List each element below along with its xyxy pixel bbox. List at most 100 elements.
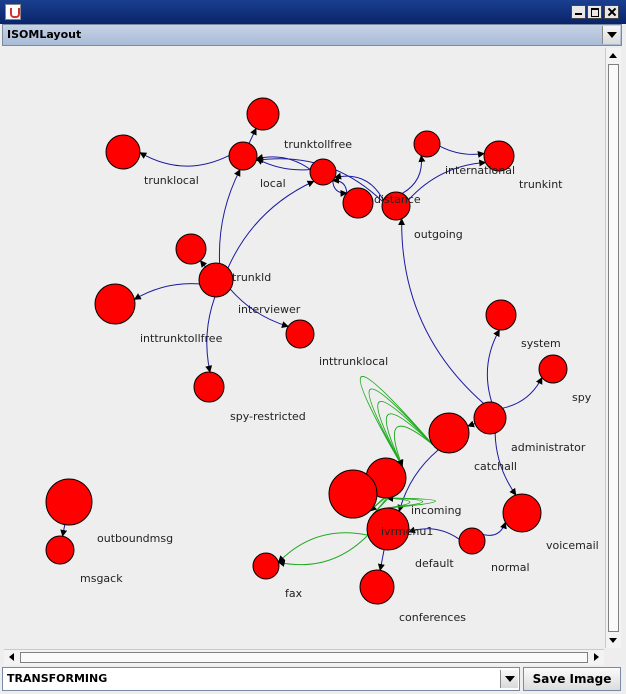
node-label-interviewer: interviewer	[238, 303, 301, 316]
graph-node-spy_restricted[interactable]	[193, 371, 225, 403]
graph-edge-ivrmenu1-to-incoming-2	[386, 494, 436, 509]
scroll-left-icon[interactable]	[4, 650, 19, 665]
graph-node-ivrmenu1[interactable]	[366, 507, 410, 551]
graph-node-normal[interactable]	[458, 527, 486, 555]
graph-edge-trunkld_small-to-international	[408, 159, 487, 201]
graph-edge-outboundmsg-to-msgack	[60, 524, 68, 537]
node-label-incoming: incoming	[411, 504, 462, 517]
graph-node-big_left[interactable]	[328, 469, 378, 519]
node-label-fax: fax	[285, 587, 303, 600]
node-label-trunklocal: trunklocal	[144, 174, 199, 187]
graph-node-trunklocal[interactable]	[105, 134, 141, 170]
graph-edge-trunkld-to-spy_restricted	[205, 296, 216, 373]
graph-edge-ivrmenu1-to-conferences	[377, 549, 385, 571]
graph-node-international[interactable]	[483, 140, 515, 172]
graph-edge-trunkld-to-small_left	[199, 260, 208, 268]
graph-edge-catchall-to-ivrmenu1	[397, 449, 439, 512]
graph-edge-normal-to-voicemail	[483, 521, 507, 536]
graph-edge-ivrmenu1-to-fax-0	[277, 532, 369, 563]
graph-edge-administrator-to-voicemail	[494, 433, 517, 496]
node-label-outboundmsg: outboundmsg	[97, 532, 173, 545]
node-label-normal: normal	[491, 561, 530, 574]
graph-node-distance[interactable]	[342, 187, 374, 219]
node-label-international: international	[445, 164, 515, 177]
graph-node-trunkld[interactable]	[198, 262, 234, 298]
horizontal-scrollbar[interactable]	[4, 649, 604, 665]
graph-edge-normal-to-ivrmenu1	[408, 526, 460, 540]
graph-edge-catchall-to-incoming-3	[368, 388, 434, 467]
node-label-administrator: administrator	[511, 441, 586, 454]
node-label-trunkint: trunkint	[519, 178, 563, 191]
graph-edge-trunktollfree-to-distance	[332, 180, 348, 197]
graph-edge-catchall-to-incoming-4	[359, 375, 434, 467]
graph-node-administrator[interactable]	[473, 401, 507, 435]
node-label-outgoing: outgoing	[414, 228, 463, 241]
graph-edge-n_top_right-to-international	[439, 145, 485, 158]
node-label-trunktollfree: trunktollfree	[284, 138, 352, 151]
node-label-distance: distance	[374, 193, 421, 206]
graph-edge-ivrmenu1-to-fax-1	[277, 534, 369, 567]
graph-edge-trunkld-to-inttrunklocal	[229, 288, 289, 328]
node-label-system: system	[521, 337, 561, 350]
save-image-button[interactable]: Save Image	[523, 667, 621, 691]
graph-node-inttrunklocal[interactable]	[285, 319, 315, 349]
node-label-inttrunktollfree: inttrunktollfree	[140, 332, 223, 345]
scroll-down-icon[interactable]	[606, 633, 621, 648]
graph-node-catchall[interactable]	[428, 412, 470, 454]
graph-node-inttrunktollfree[interactable]	[94, 283, 136, 325]
graph-node-outboundmsg[interactable]	[45, 478, 93, 526]
graph-node-trunkld_small[interactable]	[381, 191, 411, 221]
graph-edge-local-to-trunklocal	[139, 152, 230, 167]
graph-svg[interactable]: trunklocal local trunktollfree internationa…	[4, 48, 604, 648]
close-button[interactable]	[604, 5, 619, 19]
graph-edge-administrator-to-catchall	[467, 420, 476, 428]
horizontal-scroll-thumb[interactable]	[20, 652, 588, 663]
graph-edge-local-to-local_top	[248, 127, 257, 144]
node-label-catchall: catchall	[474, 460, 517, 473]
java-app-icon	[5, 4, 21, 20]
node-label-spy_restricted: spy-restricted	[230, 410, 306, 423]
graph-edge-distance-to-trunktollfree	[332, 176, 348, 194]
graph-node-local_top[interactable]	[246, 97, 280, 131]
node-label-ivrmenu1: ivrmenu1	[381, 525, 433, 538]
graph-node-spy[interactable]	[538, 354, 568, 384]
chevron-down-icon[interactable]	[602, 26, 620, 44]
mode-selector[interactable]: TRANSFORMING	[2, 667, 520, 691]
graph-edge-trunkld-to-local	[218, 169, 241, 264]
graph-node-trunktollfree[interactable]	[309, 158, 337, 186]
graph-edge-catchall-to-incoming-0	[394, 425, 434, 468]
graph-node-fax[interactable]	[252, 552, 280, 580]
node-label-trunkld: trunkld	[232, 271, 271, 284]
graph-edge-trunkld-to-trunktollfree	[227, 180, 315, 269]
node-label-default: default	[415, 557, 454, 570]
graph-edge-trunkld_small-to-trunktollfree	[334, 172, 384, 201]
graph-node-conferences[interactable]	[359, 569, 395, 605]
scroll-up-icon[interactable]	[606, 48, 621, 63]
graph-edge-catchall-to-incoming-2	[377, 400, 434, 467]
graph-node-small_left[interactable]	[175, 233, 207, 265]
node-label-spy: spy	[572, 391, 592, 404]
node-label-inttrunklocal: inttrunklocal	[319, 355, 388, 368]
minimize-button[interactable]	[571, 5, 586, 19]
node-label-local: local	[260, 177, 286, 190]
graph-canvas[interactable]: trunklocal local trunktollfree internationa…	[4, 48, 604, 648]
title-bar	[0, 0, 626, 24]
scroll-right-icon[interactable]	[589, 650, 604, 665]
graph-node-n_top_right[interactable]	[413, 130, 441, 158]
maximize-button[interactable]	[587, 5, 602, 19]
node-label-conferences: conferences	[399, 611, 466, 624]
vertical-scrollbar[interactable]	[605, 48, 621, 648]
graph-node-voicemail[interactable]	[502, 493, 542, 533]
graph-edge-administrator-to-trunkld_small	[398, 218, 484, 404]
graph-edge-trunkld_small-to-n_top_right	[402, 154, 426, 194]
chevron-down-icon[interactable]	[500, 670, 518, 688]
graph-node-system[interactable]	[485, 299, 517, 331]
node-label-voicemail: voicemail	[546, 539, 599, 552]
graph-node-msgack[interactable]	[45, 535, 75, 565]
graph-edge-catchall-to-incoming-1	[385, 413, 434, 468]
layout-selector[interactable]: ISOMLayout	[2, 24, 622, 46]
mode-selector-value: TRANSFORMING	[7, 672, 108, 685]
graph-edge-administrator-to-system	[486, 329, 500, 403]
graph-node-local[interactable]	[228, 141, 258, 171]
vertical-scroll-thumb[interactable]	[608, 64, 619, 632]
